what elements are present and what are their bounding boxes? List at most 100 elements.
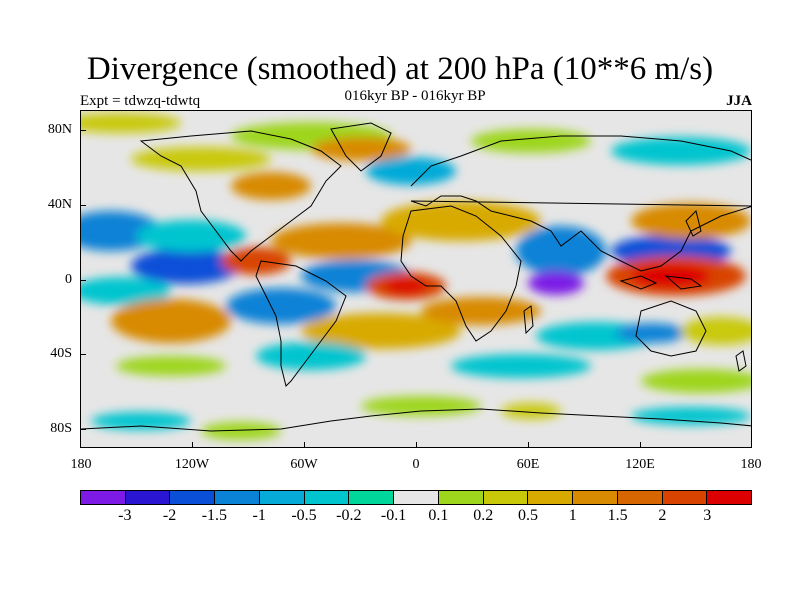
colorbar-swatch xyxy=(125,491,171,504)
field-patch-sm-green-6 xyxy=(201,422,281,440)
colorbar-label: 1.5 xyxy=(607,507,628,524)
lat-tick xyxy=(80,280,86,281)
colorbar-label: 0.1 xyxy=(428,507,449,524)
lon-tick xyxy=(192,442,193,448)
field-patch-sm-yellow-4 xyxy=(501,403,561,419)
field-patch-st-blue-2 xyxy=(131,248,241,284)
field-patch-ss-teal-5 xyxy=(256,342,366,370)
madagascar-coast xyxy=(523,305,534,335)
plot-subtitle: 016kyr BP - 016kyr BP xyxy=(344,88,486,104)
australia-coast xyxy=(635,300,707,357)
colorbar-swatch xyxy=(617,491,663,504)
colorbar-label: -3 xyxy=(118,507,132,524)
field-patch-nh-green-2 xyxy=(471,129,591,153)
colorbar-swatch xyxy=(662,491,708,504)
lon-label-180e: 180 xyxy=(740,457,762,472)
colorbar-swatch xyxy=(259,491,305,504)
field-patch-st-orange-5 xyxy=(631,203,751,239)
field-patch-nh-yellow-1 xyxy=(81,113,181,133)
colorbar-swatch xyxy=(528,491,574,504)
field-patch-sm-teal-6 xyxy=(451,354,591,378)
lon-tick xyxy=(528,442,529,448)
lat-label-0: 0 xyxy=(65,272,72,287)
field-patch-st-blue-4 xyxy=(516,226,606,276)
lat-tick xyxy=(80,130,86,131)
colorbar-label: -2 xyxy=(162,507,177,524)
colorbar xyxy=(80,490,752,505)
divergence-map xyxy=(81,113,751,440)
colorbar-swatch xyxy=(483,491,529,504)
colorbar-swatch xyxy=(707,491,752,504)
africa-coast xyxy=(400,205,522,342)
lon-tick xyxy=(640,442,641,448)
plot-title: Divergence (smoothed) at 200 hPa (10**6 … xyxy=(86,51,714,87)
lon-label-60w: 60W xyxy=(290,457,318,472)
colorbar-label: -0.2 xyxy=(336,507,362,524)
lat-label-80s: 80S xyxy=(50,421,72,436)
field-patch-nh-blue-1 xyxy=(366,157,456,185)
field-patch-ss-yellow-3 xyxy=(681,317,751,345)
lat-label-80n: 80N xyxy=(47,122,72,137)
lon-tick xyxy=(416,442,417,448)
field-patch-sm-teal-7 xyxy=(91,412,191,430)
colorbar-swatch xyxy=(394,491,439,504)
field-patch-st-teal-2 xyxy=(136,220,246,252)
field-patch-ss-orange-7 xyxy=(301,313,461,349)
south-america-coast xyxy=(255,260,347,387)
field-patch-ss-orange-8 xyxy=(421,297,541,325)
japan-coast xyxy=(685,210,702,237)
field-patch-sm-green-5 xyxy=(361,396,481,416)
field-patch-eq-red-3 xyxy=(384,278,428,294)
colorbar-label: 2 xyxy=(658,507,667,524)
colorbar-swatch xyxy=(81,491,126,504)
experiment-label: Expt = tdwzq-tdwtq xyxy=(80,93,201,109)
colorbar-swatch xyxy=(215,491,260,504)
colorbar-label: -1 xyxy=(252,507,266,524)
field-patch-st-orange-4 xyxy=(381,201,541,241)
map-panel xyxy=(80,110,752,448)
colorbar-swatch xyxy=(170,491,216,504)
greenland-coast xyxy=(330,122,392,172)
new-zealand-coast xyxy=(735,350,747,372)
field-patch-eq-red-5 xyxy=(631,264,711,288)
colorbar-label: 3 xyxy=(703,507,712,524)
field-patch-sm-green-3 xyxy=(116,356,226,376)
eurasia-coast xyxy=(410,135,751,272)
contour-field xyxy=(81,113,751,440)
field-patch-nh-teal-1 xyxy=(611,137,751,165)
field-patch-eq-teal-3 xyxy=(81,277,171,305)
colorbar-label: -1.5 xyxy=(201,507,228,524)
indonesia-coast xyxy=(619,275,703,290)
lat-tick xyxy=(80,354,86,355)
lat-label-40n: 40N xyxy=(47,197,72,212)
lon-label-120e: 120E xyxy=(625,457,655,472)
lon-tick xyxy=(304,442,305,448)
field-patch-sm-teal-8 xyxy=(631,407,751,425)
coastlines xyxy=(81,122,751,432)
colorbar-label: -0.5 xyxy=(291,507,317,524)
lon-label-120w: 120W xyxy=(174,457,210,472)
north-america-coast xyxy=(139,130,342,262)
lon-label-60e: 60E xyxy=(516,457,540,472)
lat-label-40s: 40S xyxy=(50,346,72,361)
field-patch-nh-orange-1 xyxy=(311,137,411,161)
antarctica-coast xyxy=(81,408,751,432)
colorbar-label: 0.2 xyxy=(473,507,494,524)
colorbar-swatch xyxy=(349,491,395,504)
season-label: JJA xyxy=(726,93,752,109)
colorbar-swatch xyxy=(438,491,484,504)
field-patch-ss-orange-6 xyxy=(111,299,231,343)
colorbar-swatch xyxy=(304,491,350,504)
field-patch-eq-purple-1 xyxy=(528,271,584,295)
colorbar-swatch xyxy=(573,491,618,504)
field-patch-st-red-1 xyxy=(221,247,291,275)
lon-label-0: 0 xyxy=(412,457,420,472)
lon-label-180w: 180 xyxy=(70,457,92,472)
field-patch-sm-green-4 xyxy=(641,369,751,393)
colorbar-label: 1 xyxy=(568,507,577,524)
field-patch-ss-blue-7 xyxy=(616,323,686,343)
field-patch-st-orange-3 xyxy=(271,223,411,259)
lat-tick xyxy=(80,205,86,206)
colorbar-label: -0.1 xyxy=(380,507,407,524)
field-patch-eq-blue-6 xyxy=(226,288,336,324)
